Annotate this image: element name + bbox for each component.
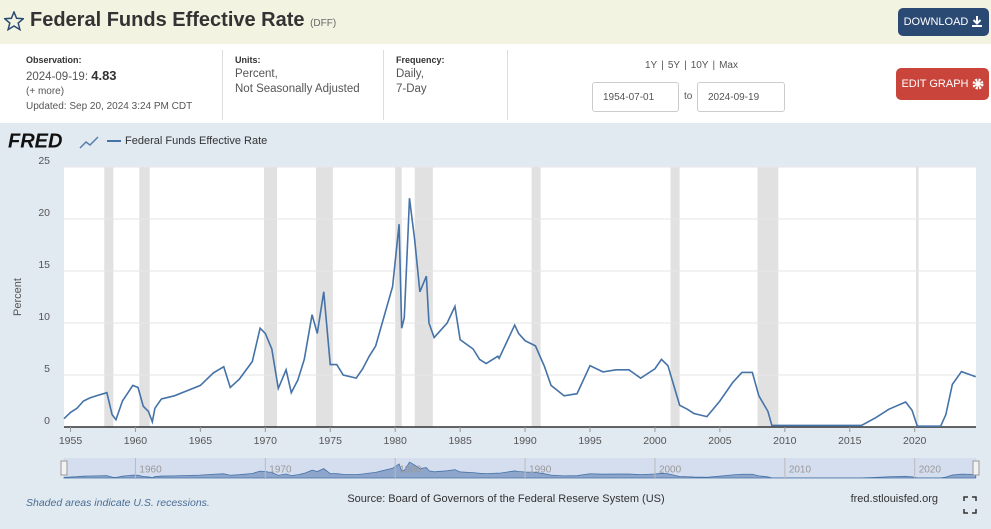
navigator <box>64 458 976 478</box>
x-tick-label: 1960 <box>124 435 148 447</box>
range-link[interactable]: Max <box>719 60 738 71</box>
y-tick-label: 25 <box>38 155 50 167</box>
recession-band <box>915 167 919 427</box>
navigator-tick-label: 2010 <box>789 465 812 476</box>
x-tick-label: 1995 <box>578 435 602 447</box>
logo-icon <box>79 136 99 149</box>
recession-note: Shaded areas indicate U.S. recessions. <box>26 497 210 509</box>
more-link[interactable]: (+ more) <box>26 86 65 97</box>
fullscreen-icon[interactable] <box>963 496 977 514</box>
download-label: DOWNLOAD <box>903 16 969 28</box>
x-tick-label: 2020 <box>903 435 927 447</box>
x-tick-label: 1970 <box>254 435 278 447</box>
navigator-tick-label: 2020 <box>919 465 942 476</box>
updated: Updated: Sep 20, 2024 3:24 PM CDT <box>26 101 193 112</box>
frequency-label: Frequency: <box>396 55 445 65</box>
plot-area <box>64 167 976 427</box>
recession-band <box>104 167 114 427</box>
navigator-tick-label: 1980 <box>399 465 422 476</box>
separator: | <box>712 60 716 71</box>
frequency-1: Daily, <box>396 68 424 80</box>
x-tick-label: 1965 <box>189 435 213 447</box>
units-label: Units: <box>235 55 261 65</box>
observation-date: 2024-09-19: <box>26 71 89 83</box>
navigator-tick-label: 2000 <box>659 465 682 476</box>
observation-value: 4.83 <box>91 68 117 83</box>
gear-icon <box>972 78 984 90</box>
y-tick-label: 10 <box>38 311 50 323</box>
title-text: Federal Funds Effective Rate <box>30 9 305 31</box>
y-tick-label: 15 <box>38 259 50 271</box>
observation-label: Observation: <box>26 55 82 65</box>
navigator-area <box>63 461 977 479</box>
units-2: Not Seasonally Adjusted <box>235 83 360 95</box>
separator: | <box>661 60 664 71</box>
x-tick-label: 1985 <box>448 435 472 447</box>
chart: FRED Federal Funds Effective Rate Percen… <box>0 123 991 529</box>
legend-label: Federal Funds Effective Rate <box>125 135 267 147</box>
units-1: Percent, <box>235 68 278 80</box>
x-tick-label: 2015 <box>838 435 862 447</box>
navigator-tick-label: 1970 <box>269 465 292 476</box>
recession-band <box>264 167 277 427</box>
y-axis-label: Percent <box>12 278 24 316</box>
recession-band <box>531 167 541 427</box>
edit-graph-label: EDIT GRAPH <box>901 78 969 90</box>
recession-band <box>395 167 402 427</box>
x-tick-label: 1990 <box>513 435 537 447</box>
series-id: (DFF) <box>310 18 337 29</box>
y-tick-label: 20 <box>38 207 50 219</box>
recession-band <box>139 167 150 427</box>
range-links: 1Y | 5Y | 10Y | Max <box>645 60 738 71</box>
start-date[interactable]: 1954-07-01 <box>592 82 679 112</box>
header-bar <box>0 0 991 44</box>
x-tick-label: 2000 <box>643 435 667 447</box>
divider <box>507 50 508 120</box>
recession-band <box>414 167 433 427</box>
to-label: to <box>684 91 693 102</box>
end-date[interactable]: 2024-09-19 <box>697 82 785 112</box>
separator: | <box>684 60 687 71</box>
range-link[interactable]: 10Y <box>690 60 709 71</box>
y-tick-label: 0 <box>44 415 50 427</box>
navigator-handle[interactable] <box>972 460 980 476</box>
fred-logo: FRED <box>8 130 62 152</box>
divider <box>383 50 384 120</box>
x-tick-label: 2010 <box>773 435 797 447</box>
title: Federal Funds Effective Rate (DFF) <box>30 9 336 32</box>
recession-band <box>670 167 680 427</box>
navigator-tick-label: 1960 <box>139 465 162 476</box>
range-link[interactable]: 1Y <box>645 60 658 71</box>
source: Source: Board of Governors of the Federa… <box>347 493 664 505</box>
y-tick-label: 5 <box>44 363 50 375</box>
edit-graph-button[interactable]: EDIT GRAPH <box>896 68 989 100</box>
navigator-tick-label: 1990 <box>529 465 552 476</box>
x-tick-label: 1955 <box>59 435 83 447</box>
x-tick-label: 1975 <box>319 435 343 447</box>
star-icon[interactable] <box>4 11 24 31</box>
recession-band <box>757 167 779 427</box>
frequency-2: 7-Day <box>396 83 427 95</box>
download-button[interactable]: DOWNLOAD <box>898 8 989 36</box>
series-line <box>63 198 977 427</box>
x-tick-label: 2005 <box>708 435 732 447</box>
site[interactable]: fred.stlouisfed.org <box>851 493 938 505</box>
range-link[interactable]: 5Y <box>667 60 681 71</box>
divider <box>222 50 223 120</box>
x-tick-label: 1980 <box>384 435 408 447</box>
download-icon <box>972 16 983 27</box>
navigator-handle[interactable] <box>60 460 68 476</box>
